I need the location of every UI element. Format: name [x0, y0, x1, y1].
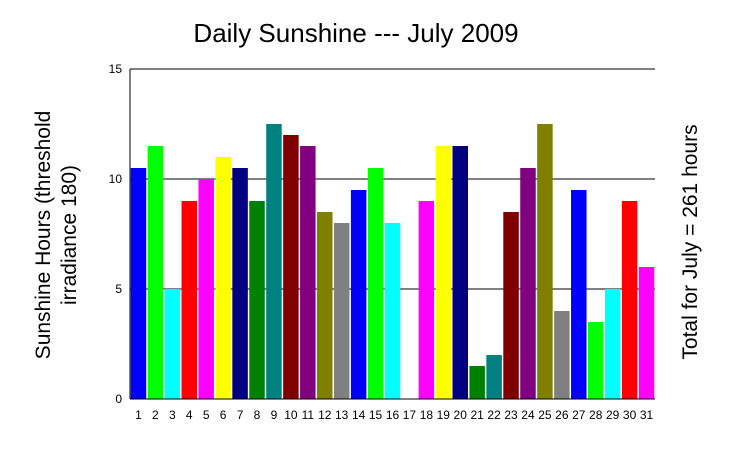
bars [130, 124, 655, 399]
x-tick-labels: 1 2 3 4 5 6 7 8 9 10 11 12 13 14 15 16 17 18 19 20 21 22 23 24 2… [135, 408, 653, 422]
x-tick-label: 27 [572, 408, 586, 422]
bar-day-3 [164, 289, 181, 399]
y-tick-label: 15 [109, 62, 123, 76]
x-tick-label: 10 [284, 408, 298, 422]
bar-day-27 [571, 190, 587, 399]
y-tick-label: 0 [115, 392, 122, 406]
bar-day-15 [367, 168, 384, 399]
x-tick-label: 20 [454, 408, 468, 422]
bar-day-8 [249, 201, 265, 399]
bar-day-18 [418, 201, 435, 399]
bar-day-19 [435, 146, 452, 399]
y-axis-label-line2: irradiance 180) [58, 165, 81, 305]
bar-day-13 [333, 223, 350, 399]
bar-day-29 [604, 289, 621, 399]
x-tick-label: 11 [302, 408, 315, 422]
x-tick-label: 14 [352, 408, 366, 422]
bar-day-24 [520, 168, 536, 399]
bar-day-7 [232, 168, 248, 399]
x-tick-label: 25 [538, 408, 552, 422]
x-tick-label: 21 [470, 408, 484, 422]
x-tick-label: 16 [386, 408, 400, 422]
x-tick-label: 19 [437, 408, 451, 422]
bar-day-20 [452, 146, 468, 399]
bar-day-11 [300, 146, 316, 399]
bar-day-1 [130, 168, 147, 399]
bar-day-9 [266, 124, 282, 399]
x-tick-label: 23 [504, 408, 518, 422]
bar-day-4 [181, 201, 198, 399]
x-tick-label: 18 [420, 408, 434, 422]
bar-day-21 [469, 366, 485, 399]
x-tick-label: 1 [135, 408, 142, 422]
bar-day-16 [384, 223, 401, 399]
x-tick-label: 4 [186, 408, 193, 422]
bar-day-28 [587, 322, 604, 399]
x-tick-label: 12 [318, 408, 332, 422]
bar-day-25 [537, 124, 553, 399]
x-tick-label: 9 [271, 408, 278, 422]
bar-day-31 [638, 267, 655, 399]
bar-day-30 [621, 201, 638, 399]
monthly-total-label: Total for July = 261 hours [679, 124, 702, 359]
bar-day-10 [283, 135, 299, 399]
x-tick-label: 24 [521, 408, 535, 422]
bar-day-5 [198, 179, 214, 399]
x-tick-label: 5 [203, 408, 210, 422]
x-tick-label: 6 [220, 408, 227, 422]
x-tick-label: 17 [403, 408, 417, 422]
x-tick-label: 15 [369, 408, 383, 422]
chart-title: Daily Sunshine --- July 2009 [193, 18, 518, 48]
axes [129, 69, 655, 400]
bar-day-6 [215, 157, 231, 399]
bar-day-26 [554, 311, 570, 399]
x-tick-label: 22 [487, 408, 501, 422]
x-tick-label: 29 [606, 408, 620, 422]
y-tick-label: 5 [115, 282, 122, 296]
x-tick-label: 2 [152, 408, 159, 422]
x-tick-label: 3 [169, 408, 176, 422]
bar-day-12 [317, 212, 333, 399]
y-tick-labels: 0 5 10 15 [109, 62, 123, 406]
x-tick-label: 26 [555, 408, 569, 422]
x-tick-label: 31 [640, 408, 654, 422]
x-tick-label: 13 [335, 408, 349, 422]
bar-day-2 [147, 146, 164, 399]
x-tick-label: 30 [623, 408, 637, 422]
y-tick-label: 10 [109, 172, 123, 186]
x-tick-label: 7 [237, 408, 244, 422]
bar-day-22 [486, 355, 502, 399]
x-tick-label: 8 [254, 408, 261, 422]
x-tick-label: 28 [589, 408, 603, 422]
bar-day-14 [350, 190, 367, 399]
y-axis-label-line1: Sunshine Hours (threshold [32, 111, 55, 360]
bar-day-23 [503, 212, 519, 399]
